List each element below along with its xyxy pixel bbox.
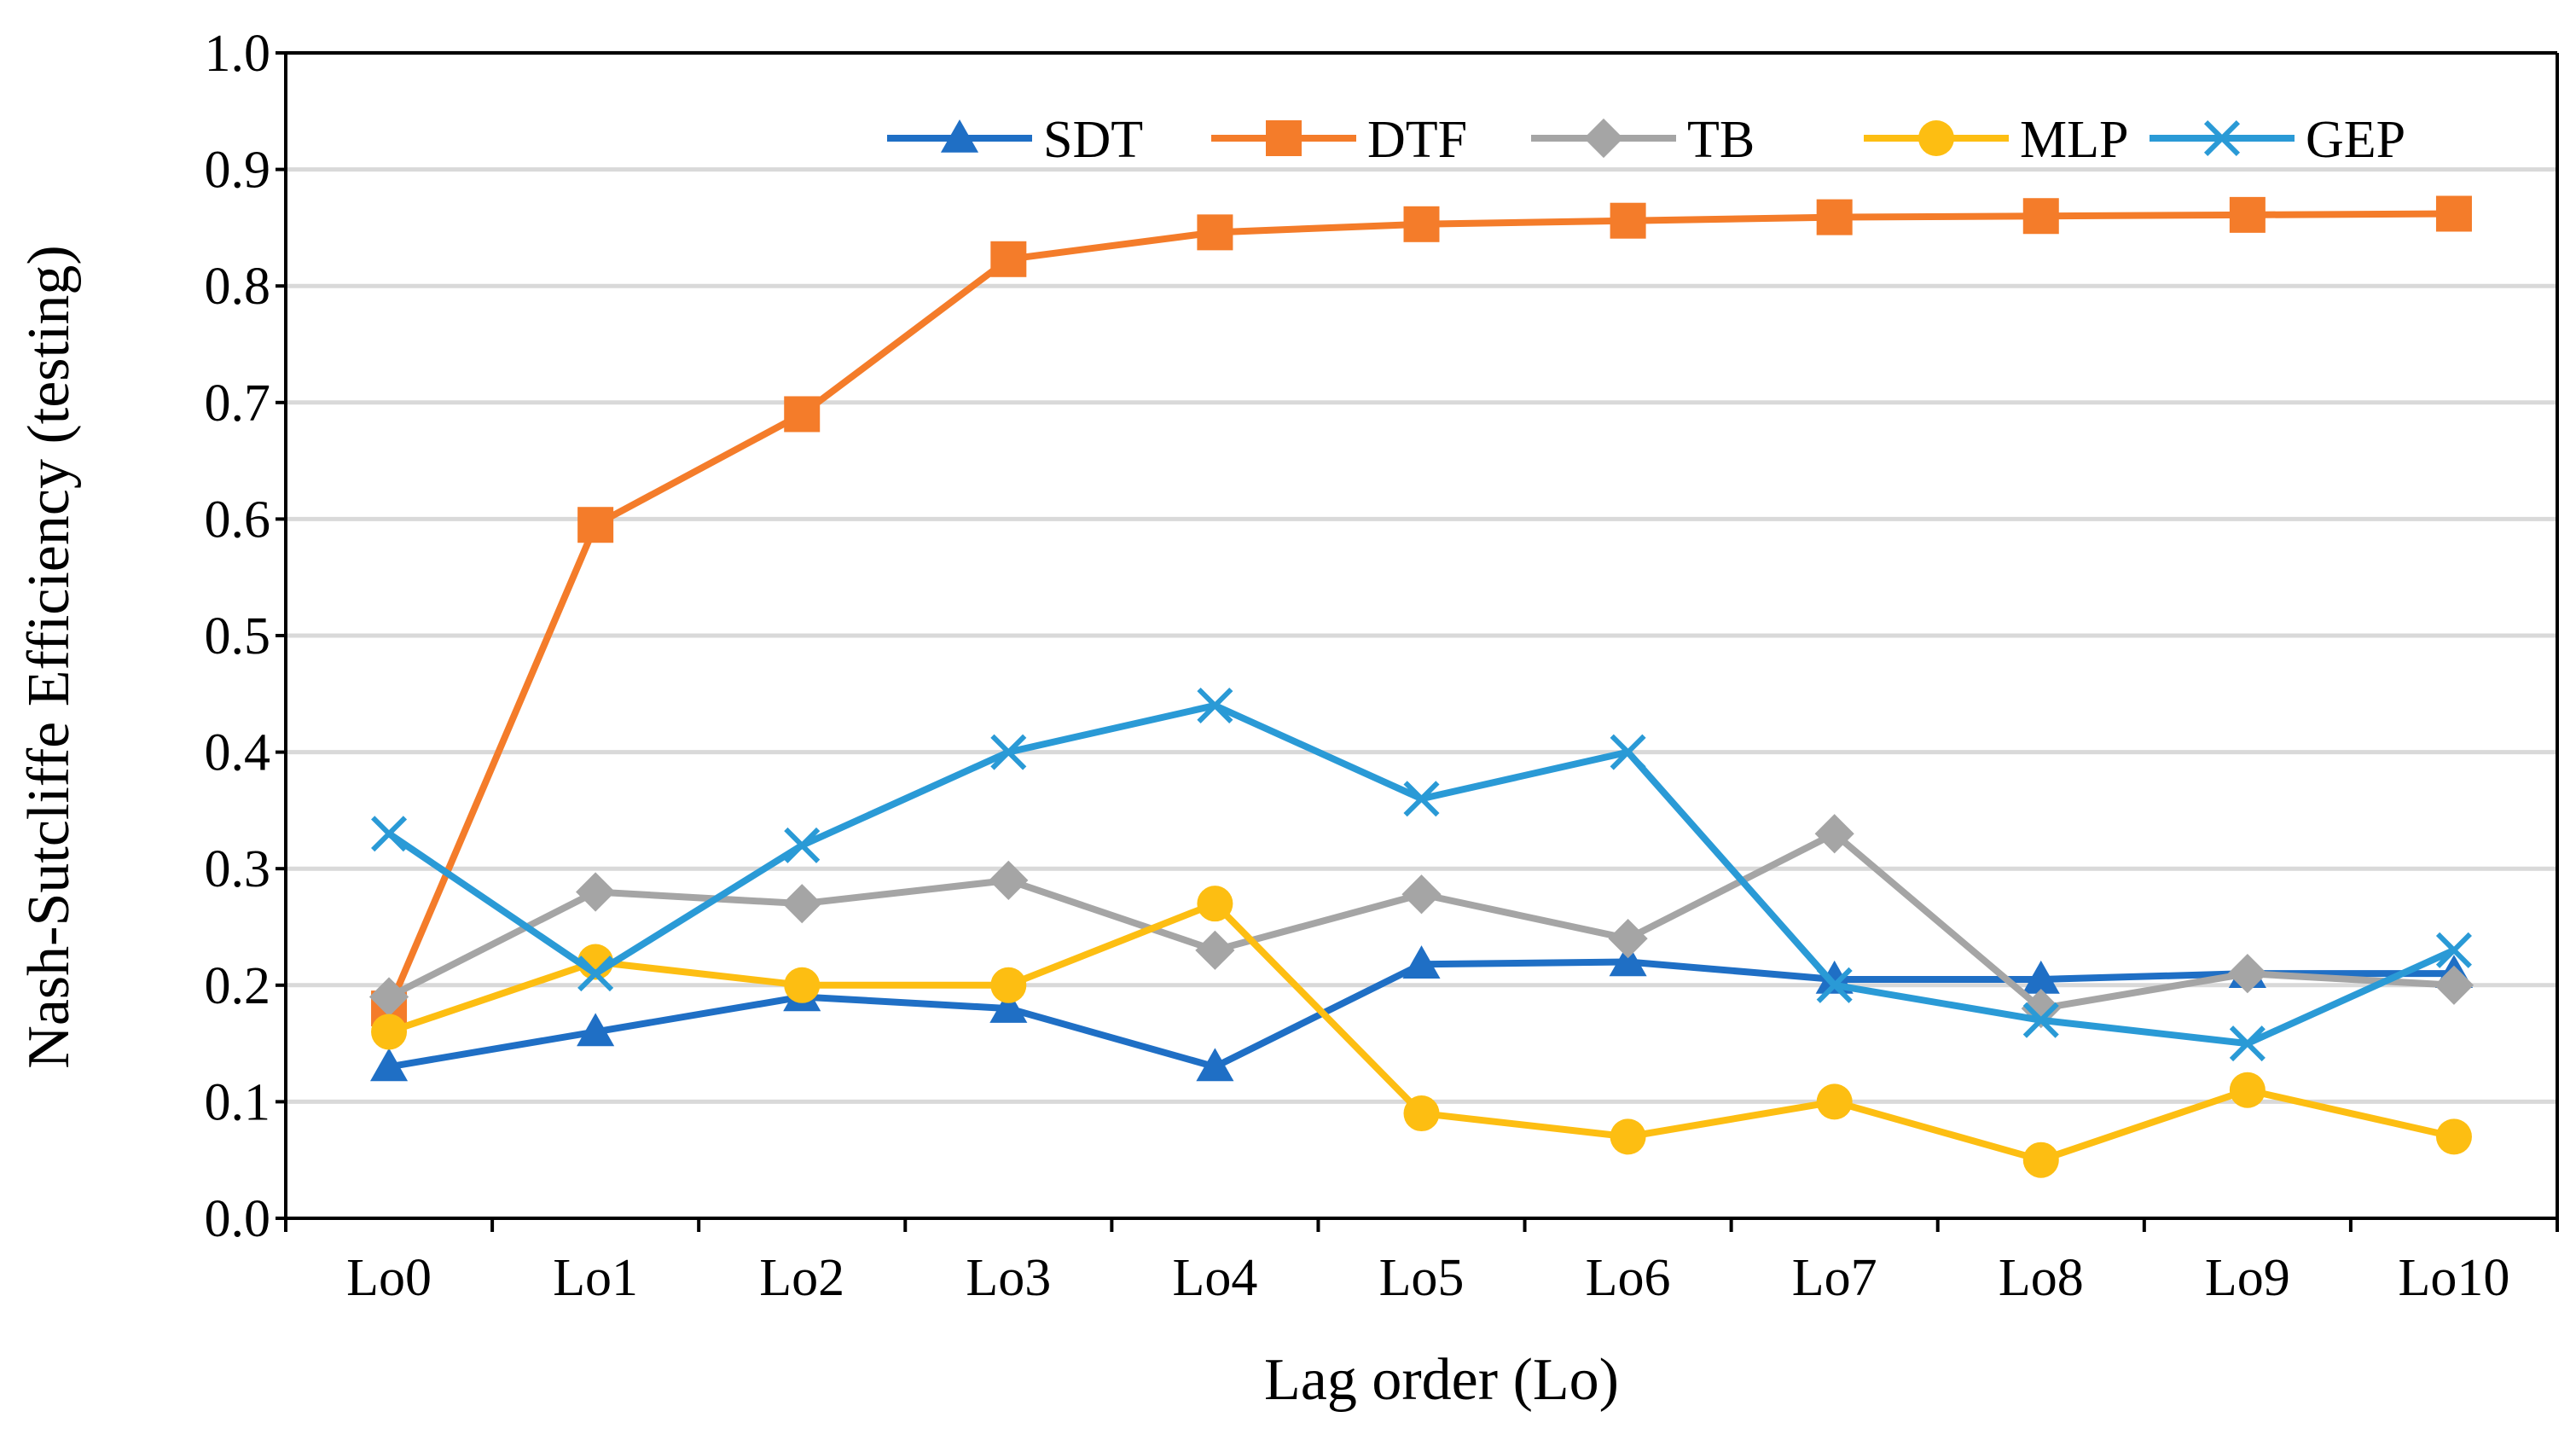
y-tick-label-1: 0.1: [205, 1073, 271, 1131]
y-tick-label-0: 0.0: [205, 1190, 271, 1248]
data-point-tb-lo4: [1195, 930, 1235, 970]
data-point-dtf-lo1: [577, 507, 614, 543]
axes: 0.0 0.1 0.2 0.3 0.4 0.5 0.6 0.7 0.8 0.9 1.0 Lo0 Lo1 L…: [205, 25, 2559, 1307]
data-point-gep-lo5: [1403, 781, 1440, 817]
data-point-mlp-lo5: [1403, 1095, 1440, 1132]
data-point-gep-lo6: [1610, 734, 1646, 770]
data-point-gep-lo8: [2022, 1002, 2059, 1038]
y-tick-label-9: 0.9: [205, 142, 271, 200]
data-point-gep-lo7: [1816, 967, 1853, 1003]
legend-marker-dtf: [1266, 120, 1302, 156]
x-tick-label-lo10: Lo10: [2399, 1249, 2510, 1307]
data-point-sdt-lo3: [989, 990, 1028, 1023]
data-point-gep-lo4: [1197, 687, 1233, 723]
data-point-gep-lo3: [990, 734, 1027, 770]
data-point-dtf-lo9: [2229, 196, 2266, 233]
legend-marker-mlp: [1918, 120, 1954, 156]
data-point-gep-lo0: [371, 816, 408, 852]
data-point-mlp-lo3: [990, 967, 1027, 1003]
legend-marker-tb: [1583, 118, 1624, 159]
data-point-mlp-lo10: [2435, 1118, 2472, 1155]
legend-item-mlp: MLP: [1864, 111, 2128, 169]
legend-label-dtf: DTF: [1367, 111, 1467, 169]
y-tick-label-7: 0.7: [205, 375, 271, 433]
data-point-dtf-lo2: [784, 396, 821, 433]
x-tick-label-lo7: Lo7: [1792, 1249, 1877, 1307]
series-line-tb: [387, 830, 2455, 1013]
data-point-dtf-lo6: [1610, 202, 1646, 239]
legend-marker-sdt: [940, 119, 979, 153]
data-point-dtf-lo10: [2435, 195, 2472, 232]
data-point-sdt-lo4: [1196, 1048, 1234, 1082]
y-tick-label-10: 1.0: [205, 25, 271, 83]
data-point-mlp-lo7: [1816, 1083, 1853, 1120]
data-point-gep-lo9: [2229, 1025, 2266, 1062]
y-tick-label-2: 0.2: [205, 957, 271, 1015]
data-point-dtf-lo7: [1816, 199, 1853, 235]
x-tick-label-lo9: Lo9: [2205, 1249, 2290, 1307]
y-tick-label-3: 0.3: [205, 840, 271, 898]
y-tick-label-8: 0.8: [205, 258, 271, 316]
legend-marker-gep: [2203, 119, 2241, 157]
legend-item-gep: GEP: [2150, 111, 2405, 169]
data-point-mlp-lo6: [1610, 1118, 1646, 1155]
legend-item-dtf: DTF: [1211, 111, 1467, 169]
x-tick-label-lo5: Lo5: [1379, 1249, 1465, 1307]
data-point-mlp-lo9: [2229, 1072, 2266, 1108]
x-tick-label-lo0: Lo0: [346, 1249, 432, 1307]
data-point-gep-lo1: [577, 956, 614, 992]
data-point-tb-lo5: [1401, 874, 1442, 915]
data-point-tb-lo2: [782, 884, 822, 924]
data-point-mlp-lo8: [2022, 1141, 2059, 1178]
data-point-tb-lo0: [368, 977, 409, 1017]
data-point-sdt-lo0: [369, 1048, 409, 1082]
data-point-sdt-lo6: [1609, 943, 1647, 977]
x-tick-label-lo2: Lo2: [759, 1249, 844, 1307]
y-tick-label-6: 0.6: [205, 491, 271, 549]
legend: SDT DTF TB MLP GEP: [887, 111, 2405, 169]
data-point-tb-lo9: [2227, 954, 2267, 994]
series-lines: [368, 195, 2474, 1178]
series-gep: [371, 687, 2472, 1062]
series-sdt: [369, 943, 2474, 1082]
data-point-gep-lo10: [2435, 932, 2472, 968]
data-point-dtf-lo4: [1197, 214, 1233, 251]
data-point-gep-lo2: [784, 827, 821, 863]
x-tick-label-lo3: Lo3: [966, 1249, 1051, 1307]
data-point-tb-lo7: [1814, 814, 1854, 854]
y-tick-label-5: 0.5: [205, 607, 271, 665]
y-axis-title: Nash-Sutcliffe Efficiency (testing): [16, 245, 82, 1068]
series-dtf: [371, 195, 2472, 1027]
legend-label-tb: TB: [1687, 111, 1755, 169]
data-point-tb-lo1: [576, 872, 616, 912]
data-point-sdt-lo1: [577, 1013, 615, 1047]
series-tb: [368, 814, 2474, 1029]
data-point-dtf-lo8: [2022, 198, 2059, 235]
data-point-mlp-lo2: [784, 967, 821, 1003]
data-point-tb-lo3: [989, 860, 1029, 900]
x-tick-label-lo6: Lo6: [1586, 1249, 1671, 1307]
legend-label-sdt: SDT: [1043, 111, 1143, 169]
legend-label-gep: GEP: [2306, 111, 2405, 169]
x-tick-label-lo8: Lo8: [1999, 1249, 2084, 1307]
data-point-tb-lo10: [2434, 965, 2474, 1005]
data-point-tb-lo6: [1608, 919, 1648, 959]
x-axis-title: Lag order (Lo): [1264, 1347, 1619, 1413]
data-point-sdt-lo5: [1402, 945, 1441, 979]
x-tick-label-lo1: Lo1: [553, 1249, 638, 1307]
series-mlp: [371, 886, 2472, 1178]
y-tick-label-4: 0.4: [205, 724, 271, 782]
data-point-mlp-lo0: [371, 1014, 408, 1050]
data-point-dtf-lo3: [990, 241, 1027, 277]
x-tick-label-lo4: Lo4: [1172, 1249, 1257, 1307]
legend-item-tb: TB: [1531, 111, 1755, 169]
data-point-dtf-lo5: [1403, 206, 1440, 242]
data-point-mlp-lo4: [1197, 886, 1233, 922]
data-point-sdt-lo8: [2022, 960, 2060, 994]
legend-item-sdt: SDT: [887, 111, 1143, 169]
legend-label-mlp: MLP: [2020, 111, 2128, 169]
